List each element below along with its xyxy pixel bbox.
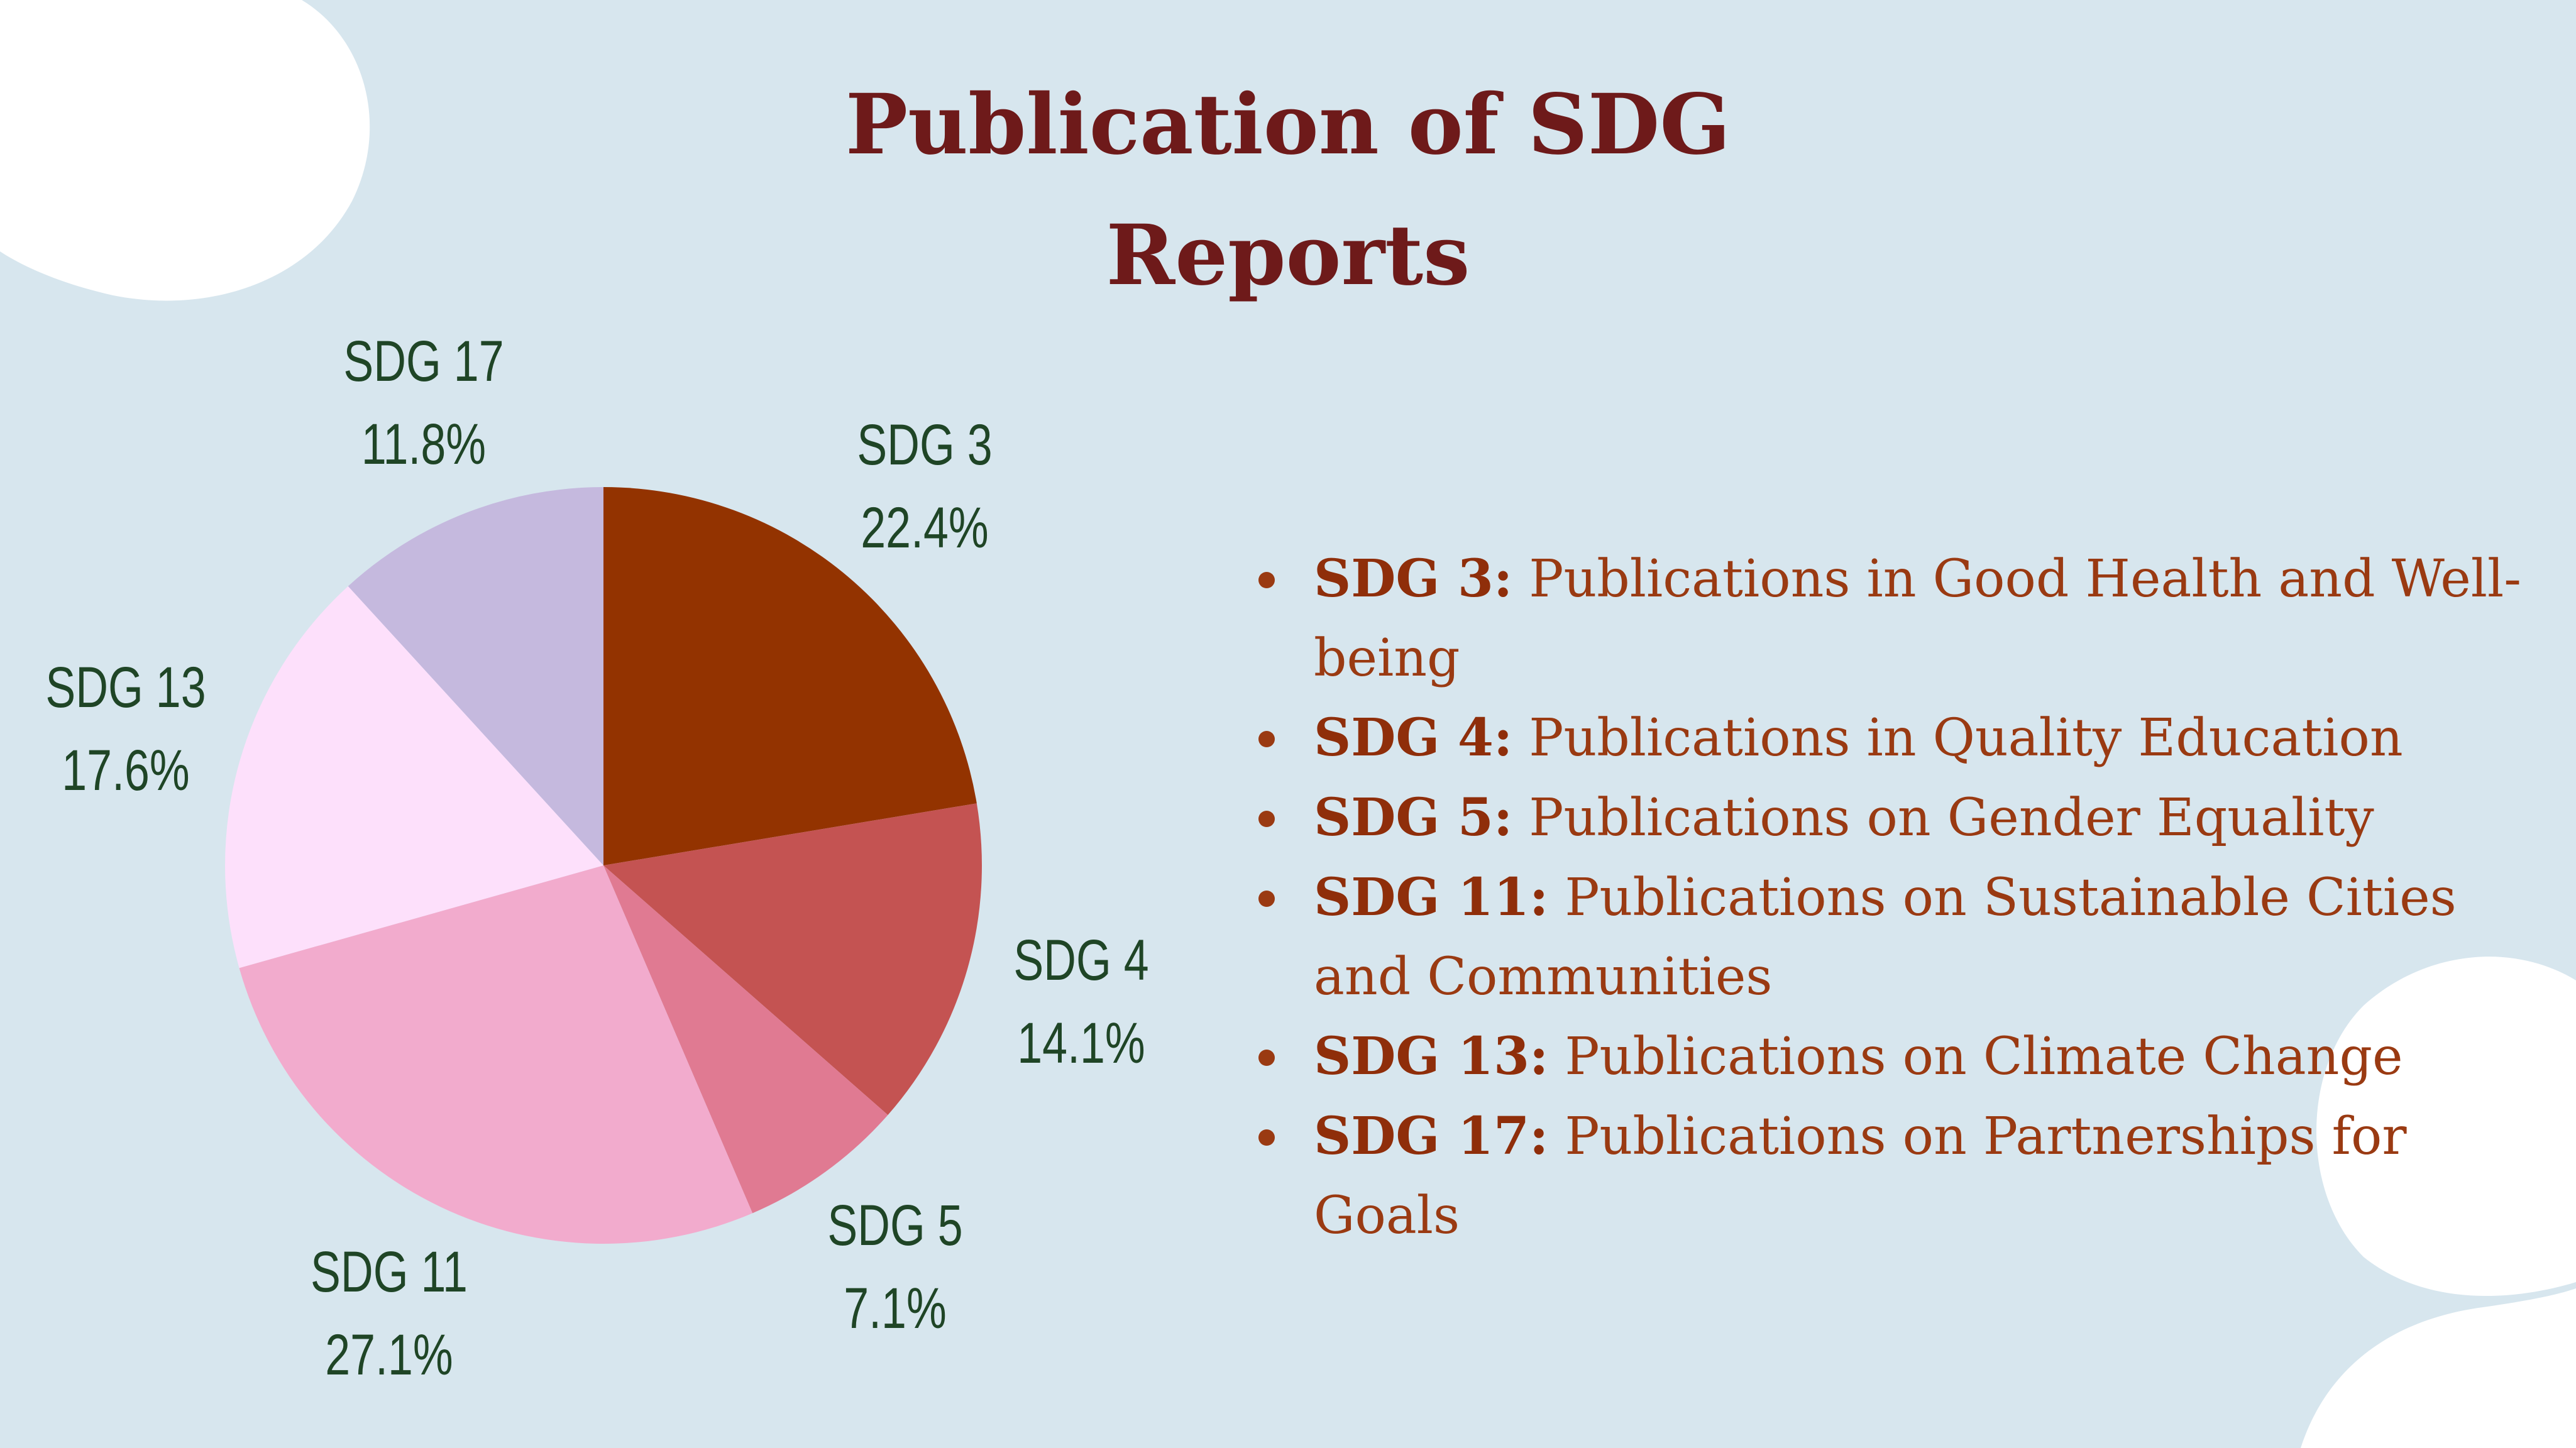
pie-slice-sdg5 xyxy=(603,865,888,1214)
chart-title-line-1: Publication of SDG xyxy=(845,76,1731,173)
slice-label-name: SDG 3 xyxy=(857,413,993,478)
slice-label: SDG 4 14.1% xyxy=(983,919,1179,1085)
slice-label-name: SDG 13 xyxy=(45,655,206,720)
legend-item-sdg5: SDG 5: Publications on Gender Equality xyxy=(1251,778,2540,858)
pie-slice-sdg17 xyxy=(348,487,603,865)
legend-item-sdg11: SDG 11: Publications on Sustainable Citi… xyxy=(1251,858,2540,1017)
slice-label-name: SDG 5 xyxy=(827,1193,963,1258)
chart-title: Publication of SDG Reports xyxy=(0,60,2576,321)
slice-label-name: SDG 4 xyxy=(1013,928,1149,992)
pie-slice-sdg4 xyxy=(603,803,982,1116)
slice-label-value: 7.1% xyxy=(844,1276,947,1341)
legend-text: Publications on Gender Equality xyxy=(1512,788,2374,848)
slice-label: SDG 17 11.8% xyxy=(326,320,522,486)
pie-slice-sdg11 xyxy=(239,865,753,1244)
slice-label: SDG 13 17.6% xyxy=(28,646,224,812)
legend-item-sdg3: SDG 3: Publications in Good Health and W… xyxy=(1251,539,2540,698)
legend-item-sdg17: SDG 17: Publications on Partnerships for… xyxy=(1251,1097,2540,1256)
pie-slice-sdg3 xyxy=(603,487,977,865)
legend-item-sdg13: SDG 13: Publications on Climate Change xyxy=(1251,1017,2540,1097)
slice-label-value: 27.1% xyxy=(325,1322,454,1387)
chart-title-line-2: Reports xyxy=(1106,207,1470,304)
slice-label: SDG 3 22.4% xyxy=(827,403,1023,569)
legend-key: SDG 11: xyxy=(1314,867,1549,928)
legend-text: Publications in Good Health and Well-bei… xyxy=(1314,549,2521,688)
slice-label-value: 17.6% xyxy=(62,738,190,803)
legend-list: SDG 3: Publications in Good Health and W… xyxy=(1251,539,2540,1256)
legend-key: SDG 13: xyxy=(1314,1026,1549,1087)
legend-key: SDG 5: xyxy=(1314,787,1513,848)
slice-label: SDG 11 27.1% xyxy=(291,1231,487,1396)
legend-key: SDG 17: xyxy=(1314,1106,1549,1166)
pie-slice-sdg13 xyxy=(225,586,603,968)
legend-text: Publications on Sustainable Cities and C… xyxy=(1314,868,2457,1007)
slice-label: SDG 5 7.1% xyxy=(797,1184,993,1350)
slice-label-value: 14.1% xyxy=(1016,1011,1145,1075)
legend-text: Publications on Climate Change xyxy=(1548,1027,2403,1087)
slice-label-name: SDG 17 xyxy=(343,329,504,393)
decorative-blob-right xyxy=(2316,957,2576,1297)
slice-label-value: 11.8% xyxy=(361,412,487,476)
decorative-blob-bottom-right xyxy=(2301,1288,2576,1448)
legend-key: SDG 4: xyxy=(1314,708,1513,768)
legend-text: Publications in Quality Education xyxy=(1512,708,2403,768)
legend-key: SDG 3: xyxy=(1314,549,1513,609)
slice-label-name: SDG 11 xyxy=(311,1239,468,1304)
slice-label-value: 22.4% xyxy=(861,496,989,561)
legend-item-sdg4: SDG 4: Publications in Quality Education xyxy=(1251,698,2540,778)
legend-text: Publications on Partnerships for Goals xyxy=(1314,1107,2407,1246)
decorative-blob-top-left xyxy=(0,0,370,301)
